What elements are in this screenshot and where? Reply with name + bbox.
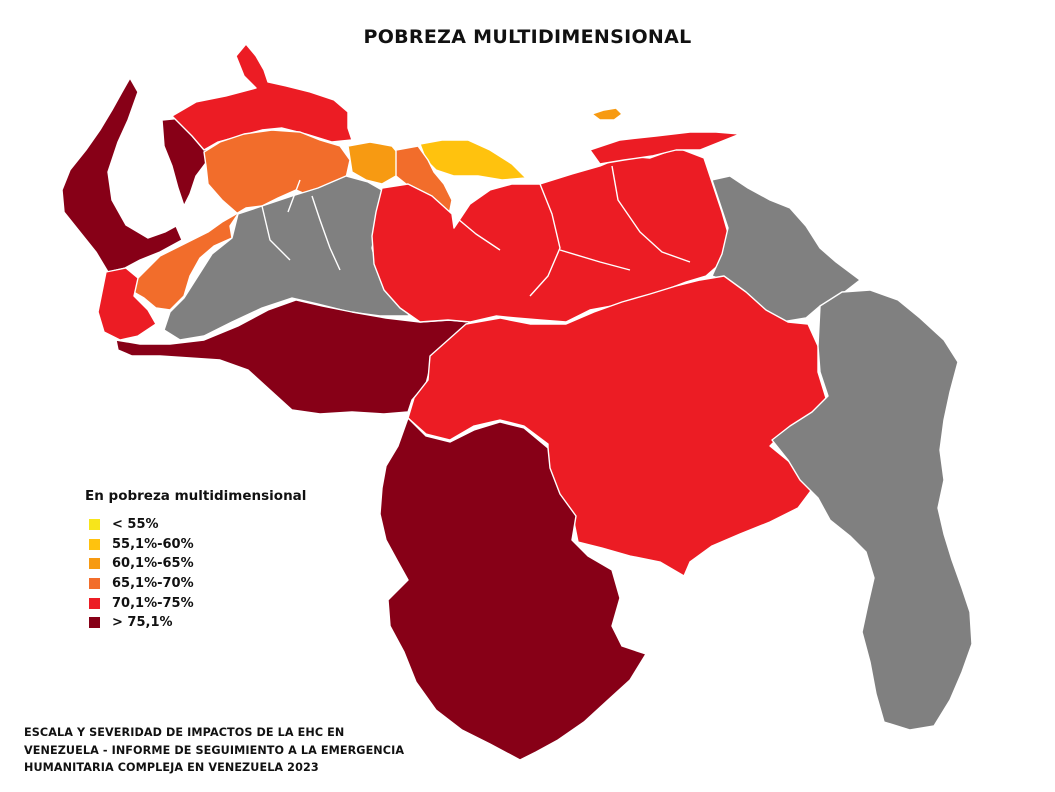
region-yaracuy-carabobo[interactable] xyxy=(347,141,403,185)
region-bolivar[interactable] xyxy=(407,275,827,577)
map-title: POBREZA MULTIDIMENSIONAL xyxy=(363,26,692,48)
region-nueva-esparta[interactable] xyxy=(591,107,623,121)
boundary-lines xyxy=(261,165,691,297)
legend-label: 60,1%-65% xyxy=(112,556,194,572)
legend: En pobreza multidimensional < 55% 55,1%-… xyxy=(85,488,306,633)
legend-swatch xyxy=(89,538,100,550)
region-lara[interactable] xyxy=(129,129,351,311)
legend-item: > 75,1% xyxy=(89,613,306,633)
legend-label: < 55% xyxy=(112,517,159,533)
legend-swatch xyxy=(89,558,100,570)
legend-item: 70,1%-75% xyxy=(89,593,306,613)
source-line: VENEZUELA - INFORME DE SEGUIMIENTO A LA … xyxy=(24,743,405,757)
legend-title: En pobreza multidimensional xyxy=(85,488,307,504)
legend-label: > 75,1% xyxy=(112,615,173,631)
legend-swatch xyxy=(89,578,100,590)
source-line: HUMANITARIA COMPLEJA EN VENEZUELA 2023 xyxy=(24,761,319,774)
legend-swatch xyxy=(89,519,100,531)
legend-item: 55,1%-60% xyxy=(89,535,306,555)
legend-swatch xyxy=(89,617,100,629)
legend-item: 60,1%-65% xyxy=(89,554,306,574)
region-guarico-anzoategui[interactable] xyxy=(371,147,731,323)
region-zulia[interactable] xyxy=(61,77,183,273)
source-caption: ESCALA Y SEVERIDAD DE IMPACTOS DE LA EHC… xyxy=(24,724,464,777)
region-miranda[interactable] xyxy=(419,139,527,181)
legend-label: 55,1%-60% xyxy=(112,536,194,552)
legend-swatch xyxy=(89,597,100,609)
legend-item: 65,1%-70% xyxy=(89,574,306,594)
legend-label: 70,1%-75% xyxy=(112,595,194,611)
region-esequibo[interactable] xyxy=(771,289,973,731)
legend-label: 65,1%-70% xyxy=(112,576,194,592)
region-tachira[interactable] xyxy=(97,267,157,341)
region-amazonas[interactable] xyxy=(379,417,647,761)
legend-item: < 55% xyxy=(89,515,306,535)
source-line: ESCALA Y SEVERIDAD DE IMPACTOS DE LA EHC… xyxy=(24,726,345,739)
region-sucre[interactable] xyxy=(589,131,741,165)
